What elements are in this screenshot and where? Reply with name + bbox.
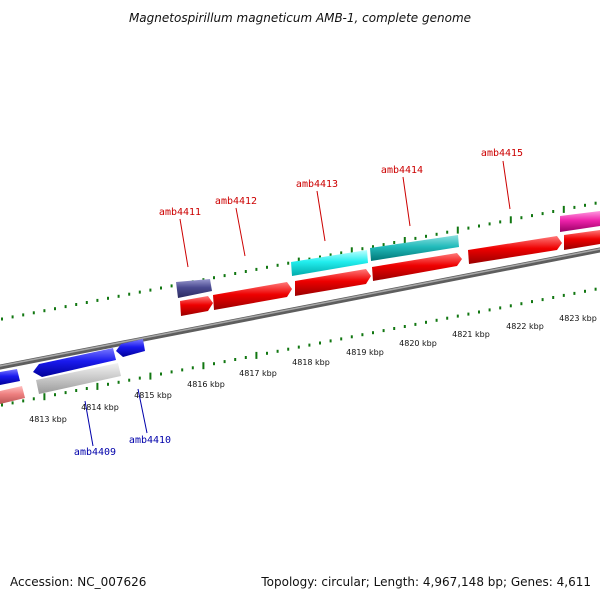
gene-arrow[interactable] bbox=[564, 230, 600, 250]
accession-text: Accession: NC_007626 bbox=[10, 575, 147, 589]
gene-arrow[interactable] bbox=[370, 235, 459, 261]
forward-gene-labels: amb4411 amb4412 amb4413 amb4414 amb4415 bbox=[159, 148, 523, 268]
gene-arrow[interactable] bbox=[291, 250, 368, 276]
gene-label[interactable]: amb4414 bbox=[381, 165, 423, 176]
genome-summary-text: Topology: circular; Length: 4,967,148 bp… bbox=[261, 575, 591, 589]
leader-line bbox=[316, 190, 326, 242]
gene-label[interactable]: amb4415 bbox=[481, 148, 523, 159]
leader-line bbox=[179, 218, 189, 268]
gene-label[interactable]: amb4412 bbox=[215, 196, 257, 207]
leader-line bbox=[235, 207, 246, 257]
gene-arrow[interactable] bbox=[372, 253, 462, 281]
scale-label: 4823 kbp bbox=[559, 314, 597, 323]
leader-line bbox=[502, 160, 511, 210]
gene-arrow[interactable] bbox=[36, 363, 121, 394]
gene-arrow[interactable] bbox=[0, 369, 20, 385]
gene-arrow[interactable] bbox=[295, 269, 371, 296]
scale-labels: 4813 kbp 4814 kbp 4815 kbp 4816 kbp 4817… bbox=[29, 314, 597, 424]
gene-arrow[interactable] bbox=[116, 339, 145, 357]
scale-label: 4818 kbp bbox=[292, 358, 330, 367]
scale-label: 4822 kbp bbox=[506, 322, 544, 331]
gene-arrow[interactable] bbox=[180, 296, 213, 316]
scale-label: 4815 kbp bbox=[134, 391, 172, 400]
scale-label: 4817 kbp bbox=[239, 369, 277, 378]
scale-label: 4820 kbp bbox=[399, 339, 437, 348]
scale-label: 4813 kbp bbox=[29, 415, 67, 424]
gene-arrow[interactable] bbox=[176, 279, 212, 298]
scale-track-lower bbox=[1, 287, 597, 407]
gene-label[interactable]: amb4411 bbox=[159, 207, 201, 218]
gene-arrow[interactable] bbox=[560, 211, 600, 232]
map-title: Magnetospirillum magneticum AMB-1, compl… bbox=[129, 11, 471, 25]
genome-backbone bbox=[0, 247, 600, 370]
scale-label: 4816 kbp bbox=[187, 380, 225, 389]
gene-track bbox=[0, 211, 600, 404]
leader-line bbox=[84, 400, 94, 447]
gene-arrow[interactable] bbox=[213, 282, 292, 310]
gene-label[interactable]: amb4410 bbox=[129, 435, 171, 446]
gene-label[interactable]: amb4413 bbox=[296, 179, 338, 190]
gene-arrow[interactable] bbox=[468, 236, 562, 264]
scale-label: 4814 kbp bbox=[81, 403, 119, 412]
gene-arrow[interactable] bbox=[0, 386, 25, 404]
leader-line bbox=[402, 176, 411, 227]
gene-arrow[interactable] bbox=[33, 348, 116, 377]
reverse-gene-labels: amb4409 amb4410 bbox=[74, 388, 171, 458]
gene-label[interactable]: amb4409 bbox=[74, 447, 116, 458]
leader-line bbox=[137, 388, 148, 434]
scale-label: 4819 kbp bbox=[346, 348, 384, 357]
scale-label: 4821 kbp bbox=[452, 330, 490, 339]
